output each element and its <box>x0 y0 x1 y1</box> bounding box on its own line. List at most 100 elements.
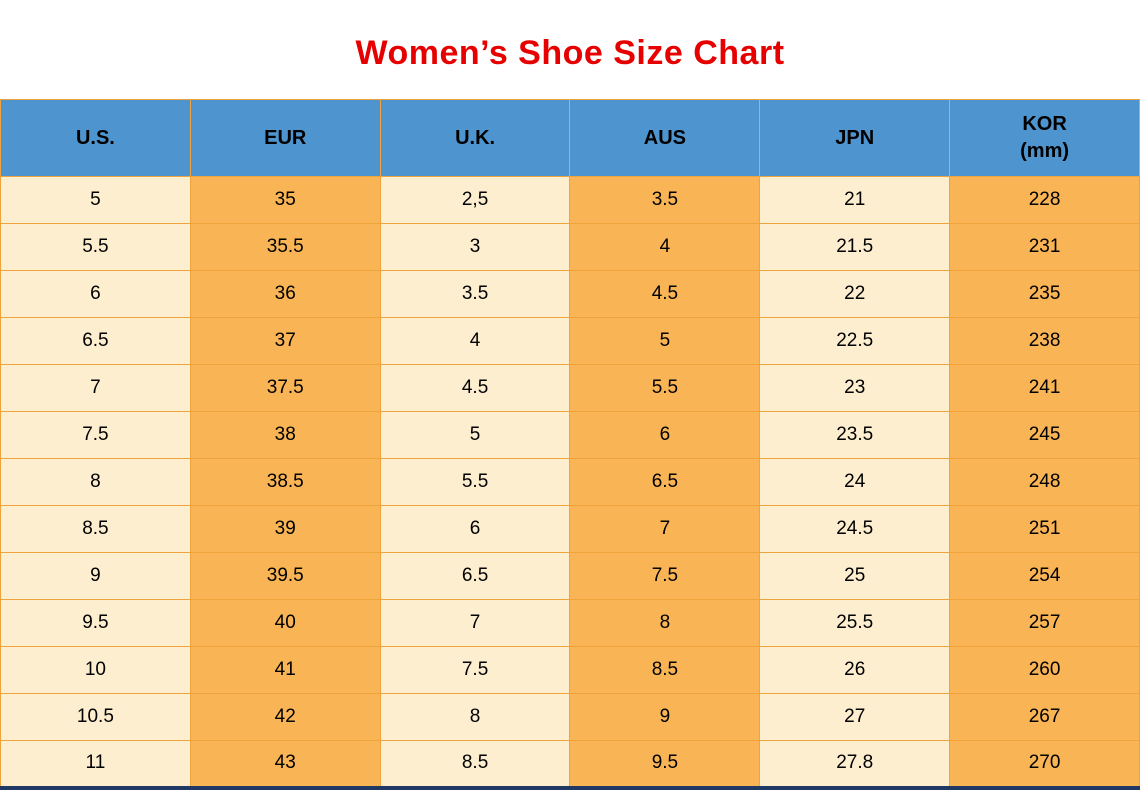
table-cell: 38.5 <box>189 458 381 506</box>
table-cell: 27 <box>759 693 951 741</box>
column-header: AUS <box>569 99 761 177</box>
table-cell: 10 <box>0 646 191 694</box>
table-cell: 5.5 <box>379 458 571 506</box>
table-cell: 238 <box>949 317 1140 365</box>
table-cell: 245 <box>949 411 1140 459</box>
table-cell: 8.5 <box>569 646 761 694</box>
table-cell: 8.5 <box>0 505 191 553</box>
table-cell: 4 <box>569 223 761 271</box>
column-header: U.S. <box>0 99 191 177</box>
table-row: 9.5 40 7 8 25.5 257 <box>0 599 1140 647</box>
table-cell: 270 <box>949 740 1140 788</box>
table-cell: 248 <box>949 458 1140 506</box>
table-cell: 260 <box>949 646 1140 694</box>
table-cell: 4 <box>379 317 571 365</box>
table-cell: 257 <box>949 599 1140 647</box>
table-cell: 8 <box>0 458 191 506</box>
shoe-size-table: U.S. EUR U.K. AUS JPN KOR (mm) 5 35 2,5 3.5 21 228… <box>0 99 1140 790</box>
table-cell: 267 <box>949 693 1140 741</box>
table-cell: 35.5 <box>189 223 381 271</box>
table-cell: 251 <box>949 505 1140 553</box>
table-cell: 11 <box>0 740 191 788</box>
table-cell: 37.5 <box>189 364 381 412</box>
table-row: 10.5 42 8 9 27 267 <box>0 693 1140 741</box>
column-header: KOR (mm) <box>949 99 1140 177</box>
table-cell: 7.5 <box>569 552 761 600</box>
table-row: 8 38.5 5.5 6.5 24 248 <box>0 458 1140 506</box>
table-cell: 3 <box>379 223 571 271</box>
table-row: 9 39.5 6.5 7.5 25 254 <box>0 552 1140 600</box>
table-cell: 39 <box>189 505 381 553</box>
table-cell: 6.5 <box>379 552 571 600</box>
table-cell: 6.5 <box>0 317 191 365</box>
table-cell: 241 <box>949 364 1140 412</box>
table-cell: 7.5 <box>0 411 191 459</box>
table-cell: 35 <box>189 176 381 224</box>
table-cell: 254 <box>949 552 1140 600</box>
table-cell: 22 <box>759 270 951 318</box>
table-row: 5.5 35.5 3 4 21.5 231 <box>0 223 1140 271</box>
table-cell: 5 <box>569 317 761 365</box>
column-header: U.K. <box>379 99 571 177</box>
table-cell: 23.5 <box>759 411 951 459</box>
table-cell: 7 <box>569 505 761 553</box>
table-cell: 5.5 <box>569 364 761 412</box>
table-cell: 7 <box>0 364 191 412</box>
table-row: 8.5 39 6 7 24.5 251 <box>0 505 1140 553</box>
page-title: Women’s Shoe Size Chart <box>355 34 785 72</box>
table-cell: 24.5 <box>759 505 951 553</box>
table-cell: 231 <box>949 223 1140 271</box>
table-header-row: U.S. EUR U.K. AUS JPN KOR (mm) <box>0 99 1140 177</box>
table-cell: 36 <box>189 270 381 318</box>
table-cell: 42 <box>189 693 381 741</box>
table-cell: 38 <box>189 411 381 459</box>
table-cell: 40 <box>189 599 381 647</box>
table-cell: 7.5 <box>379 646 571 694</box>
table-cell: 3.5 <box>569 176 761 224</box>
table-cell: 8 <box>379 693 571 741</box>
table-header: U.S. EUR U.K. AUS JPN KOR (mm) <box>0 99 1140 177</box>
table-cell: 27.8 <box>759 740 951 788</box>
table-cell: 24 <box>759 458 951 506</box>
table-row: 5 35 2,5 3.5 21 228 <box>0 176 1140 224</box>
table-cell: 9.5 <box>0 599 191 647</box>
table-cell: 43 <box>189 740 381 788</box>
table-cell: 8.5 <box>379 740 571 788</box>
table-cell: 39.5 <box>189 552 381 600</box>
table-row: 6.5 37 4 5 22.5 238 <box>0 317 1140 365</box>
table-cell: 10.5 <box>0 693 191 741</box>
table-cell: 6 <box>569 411 761 459</box>
table-row: 7.5 38 5 6 23.5 245 <box>0 411 1140 459</box>
table-cell: 6 <box>379 505 571 553</box>
table-cell: 7 <box>379 599 571 647</box>
table-cell: 3.5 <box>379 270 571 318</box>
table-cell: 41 <box>189 646 381 694</box>
table-cell: 9 <box>0 552 191 600</box>
table-row: 10 41 7.5 8.5 26 260 <box>0 646 1140 694</box>
table-cell: 5.5 <box>0 223 191 271</box>
table-cell: 4.5 <box>569 270 761 318</box>
table-cell: 235 <box>949 270 1140 318</box>
column-header: JPN <box>759 99 951 177</box>
table-row: 7 37.5 4.5 5.5 23 241 <box>0 364 1140 412</box>
table-cell: 6 <box>0 270 191 318</box>
table-cell: 6.5 <box>569 458 761 506</box>
table-row: 6 36 3.5 4.5 22 235 <box>0 270 1140 318</box>
table-cell: 2,5 <box>379 176 571 224</box>
table-cell: 9 <box>569 693 761 741</box>
table-cell: 22.5 <box>759 317 951 365</box>
table-cell: 5 <box>379 411 571 459</box>
table-cell: 21.5 <box>759 223 951 271</box>
table-row: 11 43 8.5 9.5 27.8 270 <box>0 740 1140 788</box>
table-cell: 25 <box>759 552 951 600</box>
table-cell: 5 <box>0 176 191 224</box>
column-header: EUR <box>189 99 381 177</box>
table-cell: 8 <box>569 599 761 647</box>
table-body: 5 35 2,5 3.5 21 228 5.5 35.5 3 4 21.5 231 6 36 3.5 4.5 2… <box>0 176 1140 788</box>
table-cell: 228 <box>949 176 1140 224</box>
table-cell: 25.5 <box>759 599 951 647</box>
table-cell: 23 <box>759 364 951 412</box>
table-cell: 37 <box>189 317 381 365</box>
table-cell: 4.5 <box>379 364 571 412</box>
table-cell: 26 <box>759 646 951 694</box>
